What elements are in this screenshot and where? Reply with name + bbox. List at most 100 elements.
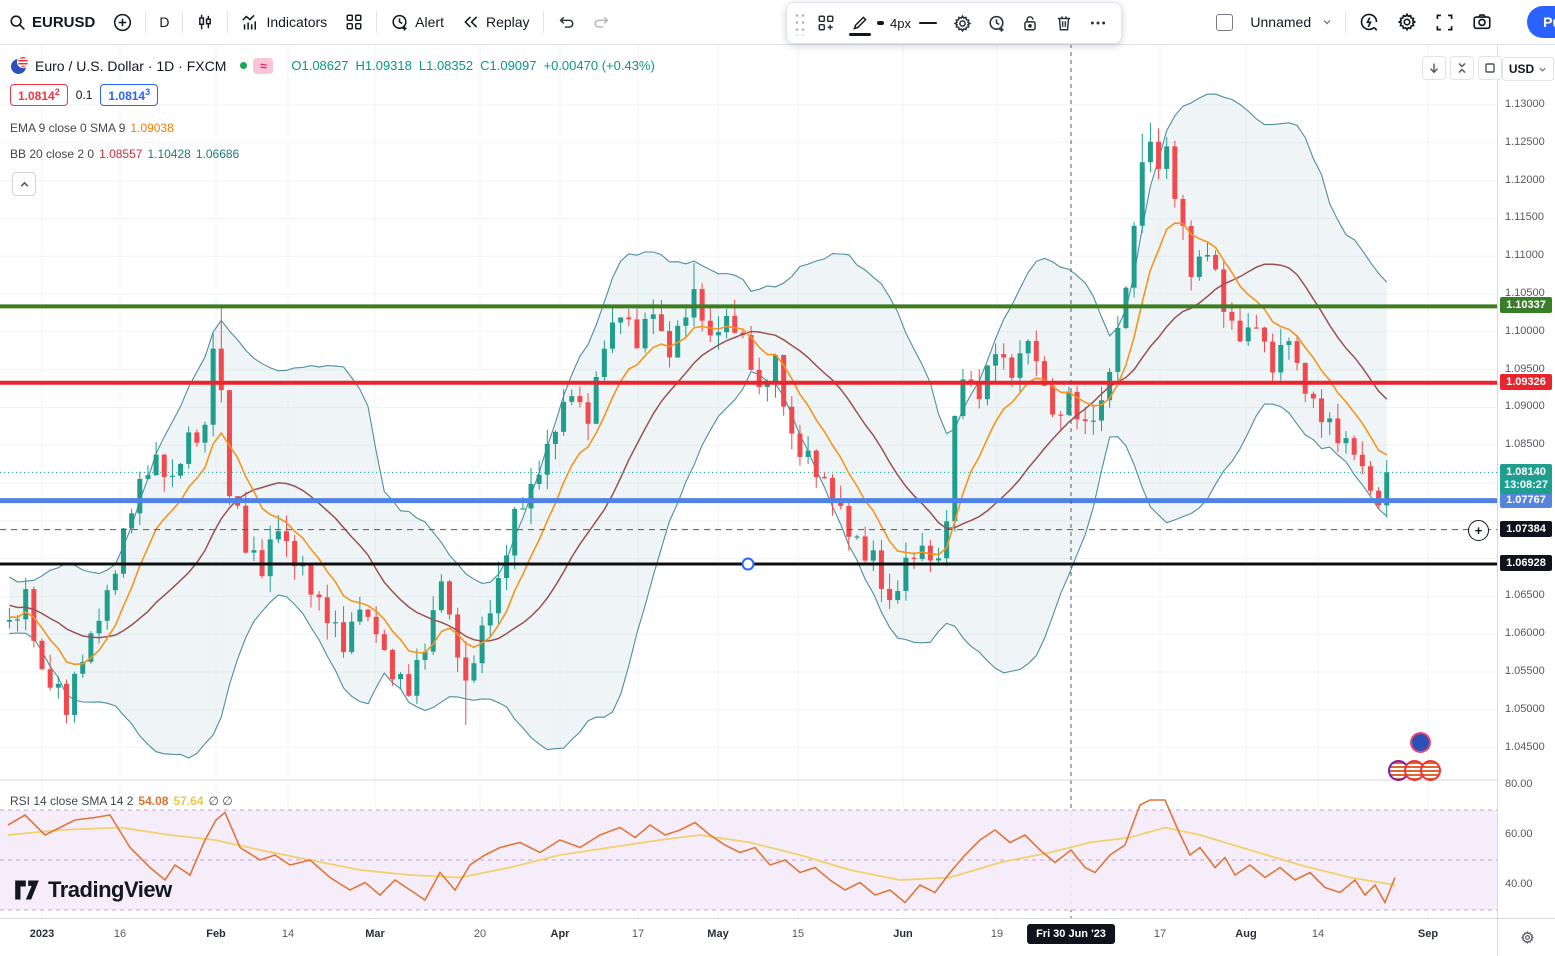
quick-search-button[interactable] — [1350, 5, 1388, 39]
price-tick-label: 1.04500 — [1505, 740, 1545, 753]
indicators-button[interactable]: Indicators — [232, 5, 336, 39]
price-tick-label: 1.06000 — [1505, 627, 1545, 640]
maximize-icon — [1485, 63, 1495, 73]
grid-plus-icon — [818, 15, 834, 31]
chart-settings-button[interactable] — [1388, 5, 1426, 39]
us-event-flag-icon[interactable] — [1420, 760, 1441, 781]
buy-button[interactable]: 1.08143 — [100, 84, 159, 106]
undo-button[interactable] — [548, 5, 584, 39]
camera-icon — [1473, 14, 1491, 30]
bb-lower-value: 1.06686 — [195, 147, 240, 161]
ellipsis-icon — [1090, 21, 1106, 25]
alert-button[interactable]: Alert — [381, 5, 453, 39]
price-level-badge[interactable]: 1.10337 — [1500, 297, 1552, 314]
ohlc-item: +0.00470 (+0.43%) — [543, 58, 655, 73]
ohlc-item: O1.08627 — [291, 58, 349, 73]
toolbar-left-group: EURUSD D Indicators Alert Replay — [0, 0, 620, 44]
publish-label: Pu — [1543, 14, 1555, 30]
pane-buttons — [1422, 56, 1502, 80]
gear-icon — [1520, 930, 1534, 945]
top-toolbar: EURUSD D Indicators Alert Replay — [0, 0, 1555, 45]
tradingview-brand[interactable]: TradingView — [14, 877, 172, 903]
current-price-value: 1.08140 — [1506, 466, 1546, 479]
layout-templates-button[interactable] — [336, 5, 372, 39]
bb-legend[interactable]: BB 20 close 2 0 1.08557 1.10428 1.06686 — [10, 147, 239, 161]
drag-handle[interactable] — [793, 10, 805, 36]
eu-event-flag-icon[interactable] — [1410, 732, 1431, 753]
chart-style-button[interactable] — [187, 5, 223, 39]
symbol-title[interactable]: Euro / U.S. Dollar · 1D · FXCM — [35, 57, 227, 74]
axis-settings-corner[interactable] — [1497, 919, 1555, 956]
collapse-icon — [1458, 63, 1466, 73]
current-price-badge[interactable]: 1.08140 13:08:27 — [1500, 464, 1552, 495]
replay-label: Replay — [485, 14, 530, 30]
redo-button[interactable] — [584, 5, 620, 39]
replay-button[interactable]: Replay — [453, 5, 539, 39]
sell-button[interactable]: 1.08142 — [10, 84, 68, 106]
legend-collapse-button[interactable] — [12, 172, 36, 196]
snapshot-button[interactable] — [1463, 5, 1501, 39]
add-layout-button[interactable] — [809, 7, 843, 39]
price-tick-label: 1.10000 — [1505, 324, 1545, 337]
price-tick-label: 1.09000 — [1505, 400, 1545, 413]
spread-label: 0.1 — [75, 88, 93, 102]
line-thickness-button[interactable]: 4px — [877, 7, 911, 39]
price-level-badge[interactable]: 1.09326 — [1500, 373, 1552, 390]
symbol-legend[interactable]: Euro / U.S. Dollar · 1D · FXCM ≈ O1.0862… — [10, 56, 655, 75]
drawing-settings-button[interactable] — [945, 7, 979, 39]
lock-drawing-button[interactable] — [1013, 7, 1047, 39]
interval-button[interactable]: D — [150, 5, 178, 39]
bar-countdown: 13:08:27 — [1503, 479, 1549, 492]
symbol-search-button[interactable]: EURUSD — [0, 5, 104, 39]
price-level-badge[interactable]: 1.06928 — [1500, 555, 1552, 572]
time-tick-label: 17 — [631, 928, 645, 940]
time-axis[interactable]: 2023 16 Feb 14 Mar 20 Apr 17 May 15 Jun 19 17 Aug 14 Se… — [0, 918, 1555, 956]
time-tick-label: 15 — [791, 928, 805, 940]
symbol-logo-icon — [10, 56, 29, 75]
ema-label: EMA 9 close 0 SMA 9 — [10, 121, 126, 135]
layout-menu-button[interactable]: Unnamed — [1241, 5, 1341, 39]
time-tick-label: Aug — [1235, 928, 1257, 940]
rsi-sma-value: 57.64 — [173, 794, 204, 808]
time-tick-label: 14 — [281, 928, 295, 940]
thickness-swatch — [877, 21, 885, 25]
chart-area: Euro / U.S. Dollar · 1D · FXCM ≈ O1.0862… — [0, 44, 1555, 956]
axis-currency-dropdown[interactable]: USD — [1502, 57, 1554, 81]
draw-tool-button[interactable] — [843, 7, 877, 39]
symbol-label: EURUSD — [32, 13, 96, 31]
publish-button[interactable]: Pu — [1527, 6, 1555, 38]
price-level-badge[interactable]: 1.07767 — [1500, 491, 1552, 508]
price-tick-label: 1.05500 — [1505, 665, 1545, 677]
crosshair-add-alert-button[interactable]: + — [1468, 520, 1489, 541]
fullscreen-button[interactable] — [1426, 5, 1463, 39]
ema-legend[interactable]: EMA 9 close 0 SMA 9 1.09038 — [10, 121, 174, 135]
price-axis[interactable]: 1.13000 1.12500 1.12000 1.11500 1.11000 1.105… — [1497, 44, 1555, 918]
bb-upper-value: 1.10428 — [147, 147, 191, 161]
candlestick-icon — [199, 14, 212, 30]
layout-name-label: Unnamed — [1250, 14, 1312, 30]
pane-collapse-button[interactable] — [1450, 56, 1474, 80]
price-tick-label: 1.10500 — [1505, 287, 1545, 299]
time-tick-label: Feb — [206, 928, 226, 940]
layout-checkbox[interactable] — [1216, 13, 1234, 31]
more-options-button[interactable] — [1081, 7, 1115, 39]
toolbar-separator — [542, 11, 544, 33]
line-style-button[interactable] — [911, 7, 945, 39]
add-alert-on-drawing-button[interactable] — [979, 7, 1013, 39]
price-tick-label: 1.06500 — [1505, 589, 1545, 602]
tradingview-brand-text: TradingView — [48, 877, 172, 902]
delete-drawing-button[interactable] — [1047, 7, 1081, 39]
rsi-legend[interactable]: RSI 14 close SMA 14 2 54.08 57.64 ∅ ∅ — [10, 794, 233, 808]
compare-add-button[interactable] — [104, 5, 141, 39]
gear-icon — [953, 14, 971, 32]
ohlc-values: O1.08627 H1.09318 L1.08352 C1.09097 +0.00470… — [291, 58, 654, 73]
price-chart-canvas[interactable] — [0, 44, 1497, 918]
delayed-data-icon[interactable]: ≈ — [253, 57, 274, 74]
time-tick-label: Jun — [893, 928, 913, 940]
unlock-icon — [1024, 16, 1036, 31]
scroll-to-realtime-button[interactable] — [1422, 56, 1446, 80]
chevron-down-icon — [1323, 20, 1331, 25]
rsi-value: 54.08 — [138, 794, 169, 808]
pane-maximize-button[interactable] — [1478, 56, 1502, 80]
drawing-toolbar: 4px — [786, 2, 1122, 44]
